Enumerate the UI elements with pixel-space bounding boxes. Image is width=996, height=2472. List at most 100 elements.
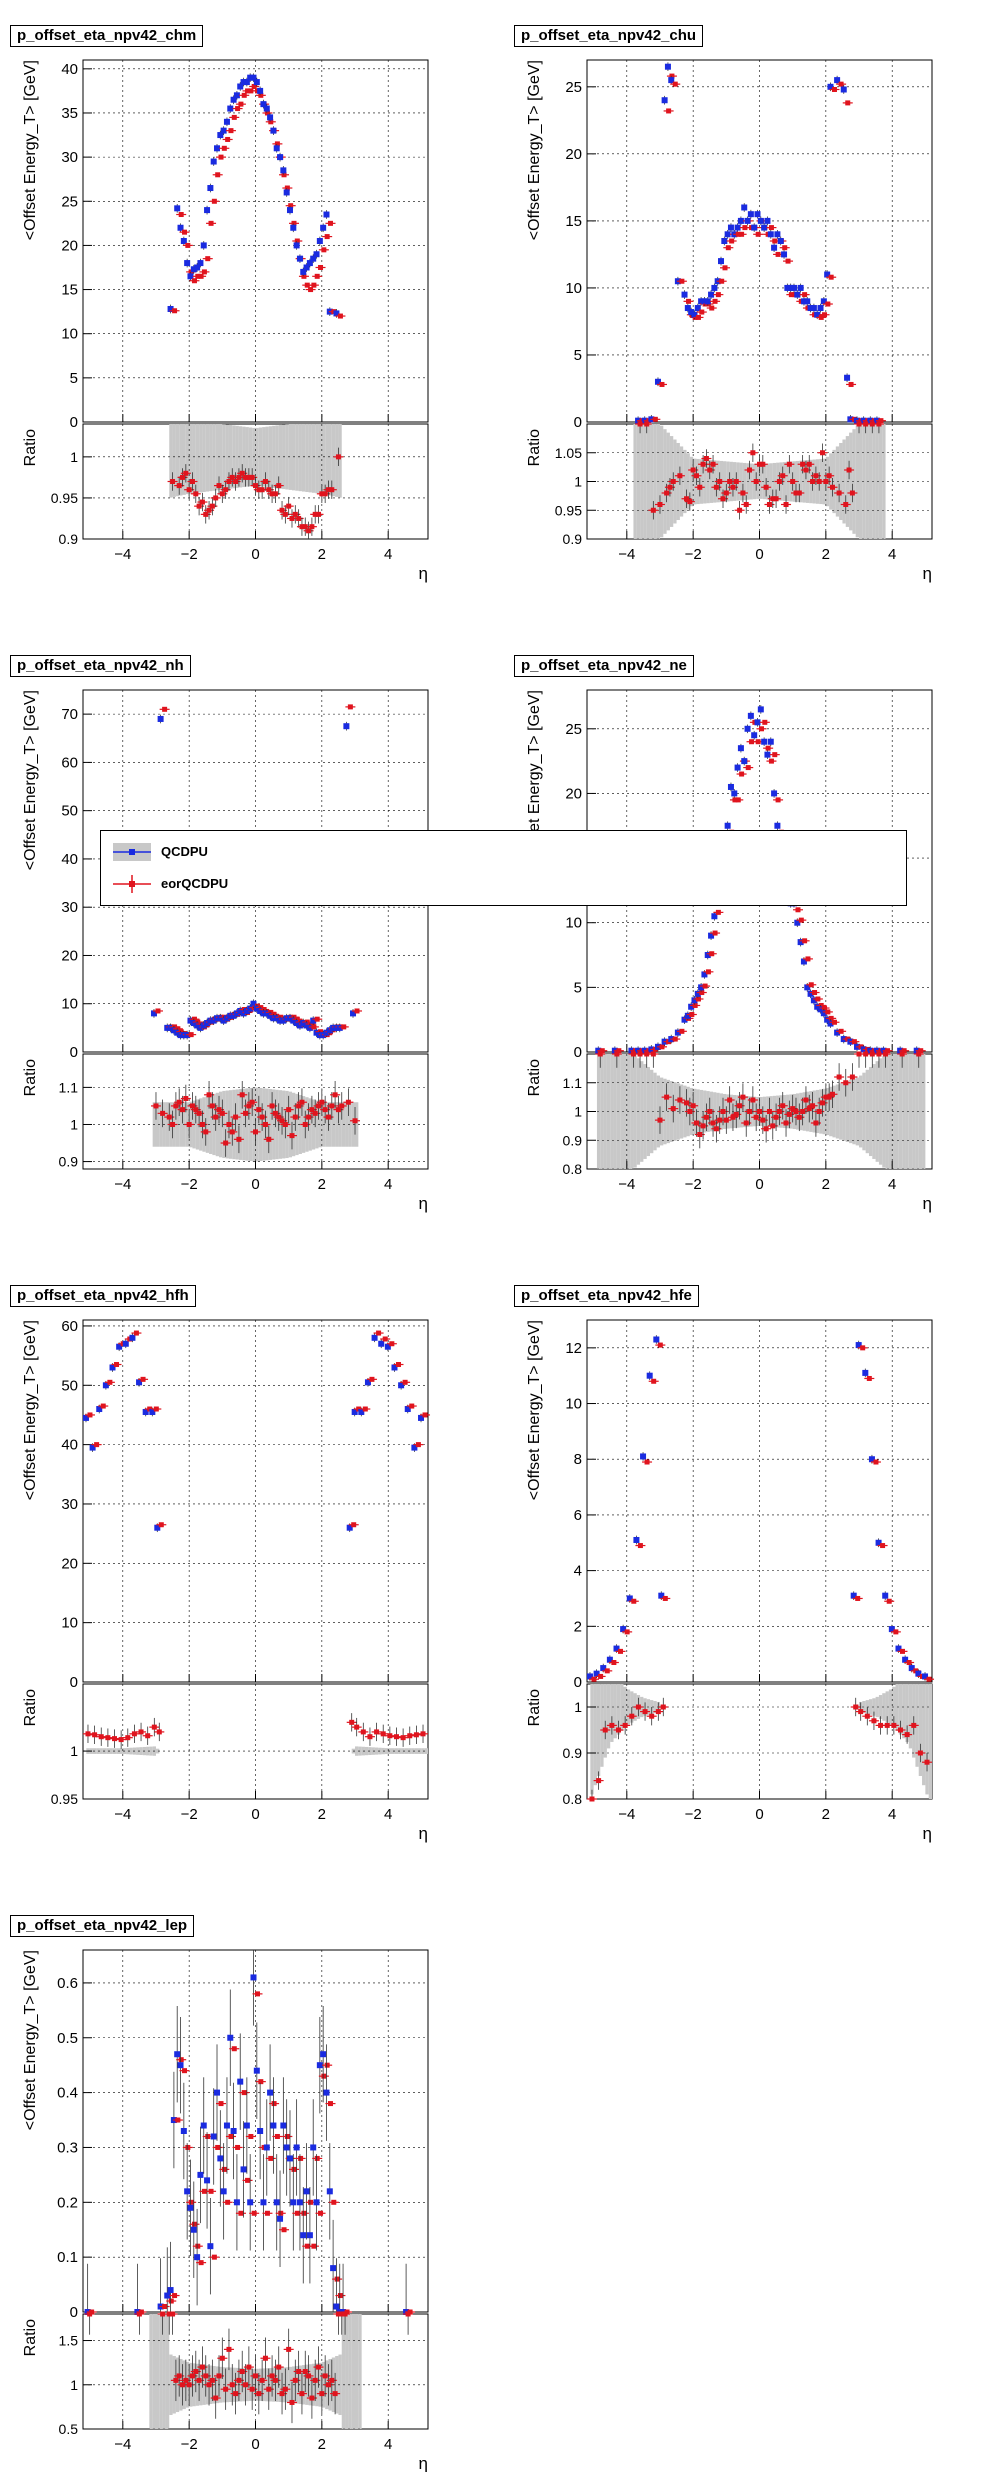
x-tick-label: 0	[755, 1176, 763, 1193]
qcdpu-point	[197, 260, 204, 267]
eorqcdpu-point	[611, 1660, 617, 1666]
qcdpu-point	[263, 105, 270, 112]
ratio-point	[747, 467, 753, 473]
ratio-band	[623, 1686, 627, 1728]
ratio-point	[325, 2382, 331, 2388]
eorqcdpu-point	[692, 1002, 698, 1008]
eorqcdpu-point	[321, 2073, 327, 2079]
qcdpu-point	[149, 1408, 156, 1415]
x-axis-title: η	[923, 1194, 932, 1213]
eorqcdpu-point	[709, 305, 715, 311]
eorqcdpu-point	[785, 258, 791, 264]
qcdpu-point	[204, 2177, 211, 2184]
ratio-point	[810, 479, 816, 484]
qcdpu-point	[817, 1006, 824, 1013]
qcdpu-point	[761, 738, 768, 745]
ratio-band	[315, 2363, 319, 2407]
ratio-point	[790, 479, 796, 484]
ratio-band	[868, 1066, 873, 1157]
ratio-point	[199, 2364, 205, 2370]
eorqcdpu-point	[337, 313, 343, 319]
x-axis-title: η	[923, 564, 932, 583]
ratio-point	[259, 1114, 265, 1120]
qcdpu-point	[214, 145, 221, 152]
qcdpu-point	[882, 1592, 889, 1599]
ratio-point	[342, 2311, 348, 2317]
qcdpu-point	[247, 2199, 254, 2206]
qcdpu-point	[214, 1015, 221, 1022]
ratio-band	[195, 2363, 200, 2406]
legend-entry-eorqcdpu: eorQCDPU	[109, 869, 409, 899]
ratio-point	[249, 474, 255, 480]
ratio-band	[106, 1748, 110, 1754]
qcdpu-point	[263, 1010, 270, 1017]
y-tick-label: 10	[61, 326, 78, 343]
ratio-band	[839, 1083, 843, 1140]
ratio-point	[112, 1736, 118, 1742]
ratio-band	[355, 1746, 359, 1756]
ratio-band	[288, 424, 292, 490]
ratio-point	[773, 496, 779, 502]
ratio-point	[296, 1103, 302, 1109]
ratio-point	[730, 484, 736, 490]
y-tick-label: 25	[565, 721, 582, 738]
ratio-point	[733, 1111, 739, 1117]
eorqcdpu-point	[369, 1376, 375, 1382]
qcdpu-point	[286, 207, 293, 214]
x-tick-label: 0	[251, 2436, 259, 2453]
eorqcdpu-point	[304, 1019, 310, 1025]
eorqcdpu-point	[828, 274, 834, 280]
ratio-band	[248, 427, 253, 487]
ratio-point	[891, 1722, 897, 1728]
eorqcdpu-point	[228, 2133, 234, 2139]
ratio-band	[613, 1054, 617, 1169]
ratio-point	[869, 1051, 875, 1057]
qcdpu-point	[787, 284, 794, 291]
x-axis-title: η	[419, 564, 428, 583]
ratio-point	[790, 1106, 796, 1112]
x-tick-label: 0	[251, 546, 259, 563]
qcdpu-point	[136, 1379, 143, 1386]
ratio-band	[600, 1054, 604, 1169]
chart-panel-1: −4 −2 0 2 4 0 5 10 15 20 25 0.9 0.95 1 1.05 <Offset Ene…	[526, 59, 933, 583]
qcdpu-point	[797, 939, 804, 946]
ratio-point	[292, 511, 298, 517]
ratio-band	[268, 2368, 273, 2402]
panel-title: p_offset_eta_npv42_chm	[10, 25, 204, 47]
qcdpu-point	[270, 2122, 277, 2129]
ratio-band	[610, 1054, 614, 1169]
ratio-band	[888, 1054, 893, 1169]
ratio-point	[690, 467, 696, 473]
y-tick-label: 30	[61, 1496, 78, 1513]
qcdpu-point	[96, 1406, 103, 1413]
qcdpu-point	[267, 1012, 274, 1019]
ratio-point	[871, 1718, 877, 1724]
qcdpu-point	[384, 1343, 391, 1350]
qcdpu-point	[346, 1524, 353, 1531]
ratio-point	[400, 1735, 406, 1741]
eorqcdpu-point	[304, 2243, 310, 2249]
qcdpu-point	[194, 264, 201, 271]
eorqcdpu-point	[805, 956, 811, 962]
ratio-point	[737, 507, 743, 513]
eorqcdpu-point	[168, 2298, 174, 2304]
eorqcdpu-point	[107, 1379, 113, 1385]
ratio-band	[852, 429, 856, 534]
ratio-band	[596, 1684, 601, 1776]
ratio-band	[328, 1102, 332, 1147]
eorqcdpu-point	[729, 238, 735, 244]
eorqcdpu-point	[221, 145, 227, 151]
eorqcdpu-point	[191, 1016, 197, 1022]
ratio-point	[236, 474, 242, 480]
eorqcdpu-point	[772, 238, 778, 244]
eorqcdpu-point	[318, 1029, 324, 1035]
ratio-point	[193, 491, 199, 497]
ratio-band	[653, 1072, 657, 1151]
ratio-y-tick-label: 1	[574, 1699, 582, 1715]
ratio-band	[129, 1747, 133, 1755]
eorqcdpu-point	[324, 2062, 330, 2068]
ratio-y-tick-label: 0.8	[563, 1791, 583, 1807]
ratio-point	[199, 1121, 205, 1127]
qcdpu-point	[888, 1626, 895, 1633]
